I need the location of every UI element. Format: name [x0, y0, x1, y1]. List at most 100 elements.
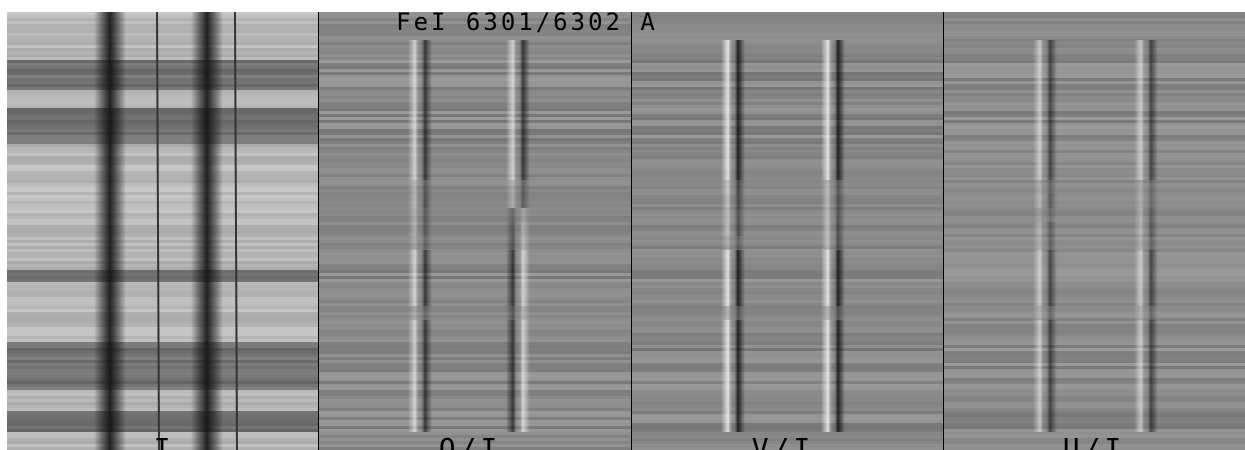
spectral-stripe	[632, 333, 943, 336]
spectral-stripe	[7, 351, 318, 354]
spectral-stripe	[632, 150, 943, 153]
spectral-stripe	[944, 342, 1245, 345]
spectral-stripe	[319, 114, 631, 117]
polarization-signal	[408, 292, 432, 306]
spectral-stripe	[632, 402, 943, 405]
spectral-stripe	[632, 204, 943, 207]
spectral-stripe	[944, 345, 1245, 348]
spectral-stripe	[319, 339, 631, 342]
spectral-stripe	[319, 96, 631, 99]
spectral-stripe	[7, 408, 318, 411]
polarization-signal	[1033, 334, 1057, 348]
spectral-stripe	[632, 264, 943, 267]
spectral-stripe	[319, 270, 631, 273]
polarization-signal	[1033, 390, 1057, 404]
spectral-stripe	[632, 321, 943, 324]
spectral-stripe	[944, 156, 1245, 159]
spectral-stripe	[632, 312, 943, 315]
polarization-signal	[821, 96, 845, 110]
spectral-stripe	[944, 132, 1245, 135]
spectral-stripe	[632, 129, 943, 132]
spectral-stripe	[7, 48, 318, 51]
spectral-stripe	[632, 57, 943, 60]
spectral-stripe	[944, 426, 1245, 429]
spectral-stripe	[319, 15, 631, 18]
spectral-stripe	[7, 321, 318, 324]
spectral-stripe	[319, 39, 631, 42]
spectral-stripe	[944, 261, 1245, 264]
spectral-stripe	[319, 234, 631, 237]
spectral-stripe	[7, 132, 318, 135]
polarization-signal	[1033, 54, 1057, 68]
spectral-stripe	[319, 279, 631, 282]
polarization-signal	[1134, 320, 1158, 334]
spectral-stripe	[944, 96, 1245, 99]
polarization-signal	[1033, 278, 1057, 292]
spectral-stripe	[319, 75, 631, 78]
spectral-stripe	[7, 192, 318, 195]
spectral-stripe	[7, 411, 318, 414]
spectral-stripe	[632, 315, 943, 318]
spectral-stripe	[944, 21, 1245, 24]
spectral-stripe	[7, 354, 318, 357]
spectral-stripe	[944, 198, 1245, 201]
spectral-stripe	[7, 159, 318, 162]
spectral-stripe	[319, 312, 631, 315]
spectral-stripe	[7, 399, 318, 402]
spectral-stripe	[7, 318, 318, 321]
spectral-stripe	[319, 36, 631, 39]
polarization-signal	[721, 362, 745, 376]
polarization-signal	[506, 334, 530, 348]
spectral-stripe	[7, 99, 318, 102]
spectral-stripe	[944, 144, 1245, 147]
spectral-stripe	[319, 267, 631, 270]
spectral-stripe	[944, 117, 1245, 120]
spectral-stripe	[319, 87, 631, 90]
spectral-stripe	[944, 273, 1245, 276]
spectral-stripe	[319, 381, 631, 384]
spectral-stripe	[319, 60, 631, 63]
spectral-stripe	[7, 129, 318, 132]
spectral-stripe	[944, 99, 1245, 102]
spectral-stripe	[944, 441, 1245, 444]
spectral-stripe	[944, 339, 1245, 342]
polarization-signal	[506, 320, 530, 334]
spectral-stripe	[319, 264, 631, 267]
polarization-signal	[1033, 362, 1057, 376]
polarization-signal	[408, 96, 432, 110]
polarization-signal	[1134, 54, 1158, 68]
spectral-stripe	[319, 177, 631, 180]
polarization-signal	[721, 194, 745, 208]
spectral-stripe	[944, 213, 1245, 216]
spectral-stripe	[7, 234, 318, 237]
spectral-stripe	[944, 228, 1245, 231]
spectral-stripe	[319, 228, 631, 231]
spectral-stripe	[944, 369, 1245, 372]
spectral-stripe	[632, 54, 943, 57]
spectral-stripe	[632, 375, 943, 378]
spectral-stripe	[632, 78, 943, 81]
polarization-signal	[721, 180, 745, 194]
polarization-signal	[506, 348, 530, 362]
spectral-stripe	[7, 396, 318, 399]
panel-label: V/I	[752, 432, 815, 450]
spectral-stripe	[319, 243, 631, 246]
spectral-stripe	[944, 108, 1245, 111]
spectral-stripe	[319, 405, 631, 408]
polarization-signal	[1134, 138, 1158, 152]
spectral-stripe	[7, 180, 318, 183]
spectral-stripe	[944, 54, 1245, 57]
spectral-stripe	[944, 111, 1245, 114]
spectral-stripe	[319, 219, 631, 222]
spectral-stripe	[944, 402, 1245, 405]
spectral-stripe	[7, 201, 318, 204]
spectral-stripe	[319, 42, 631, 45]
spectral-stripe	[944, 372, 1245, 375]
spectral-stripe	[7, 324, 318, 327]
spectral-stripe	[319, 99, 631, 102]
spectral-stripe	[319, 285, 631, 288]
spectral-stripe	[319, 33, 631, 36]
spectral-stripe	[632, 189, 943, 192]
spectral-stripe	[319, 237, 631, 240]
spectral-stripe	[944, 252, 1245, 255]
